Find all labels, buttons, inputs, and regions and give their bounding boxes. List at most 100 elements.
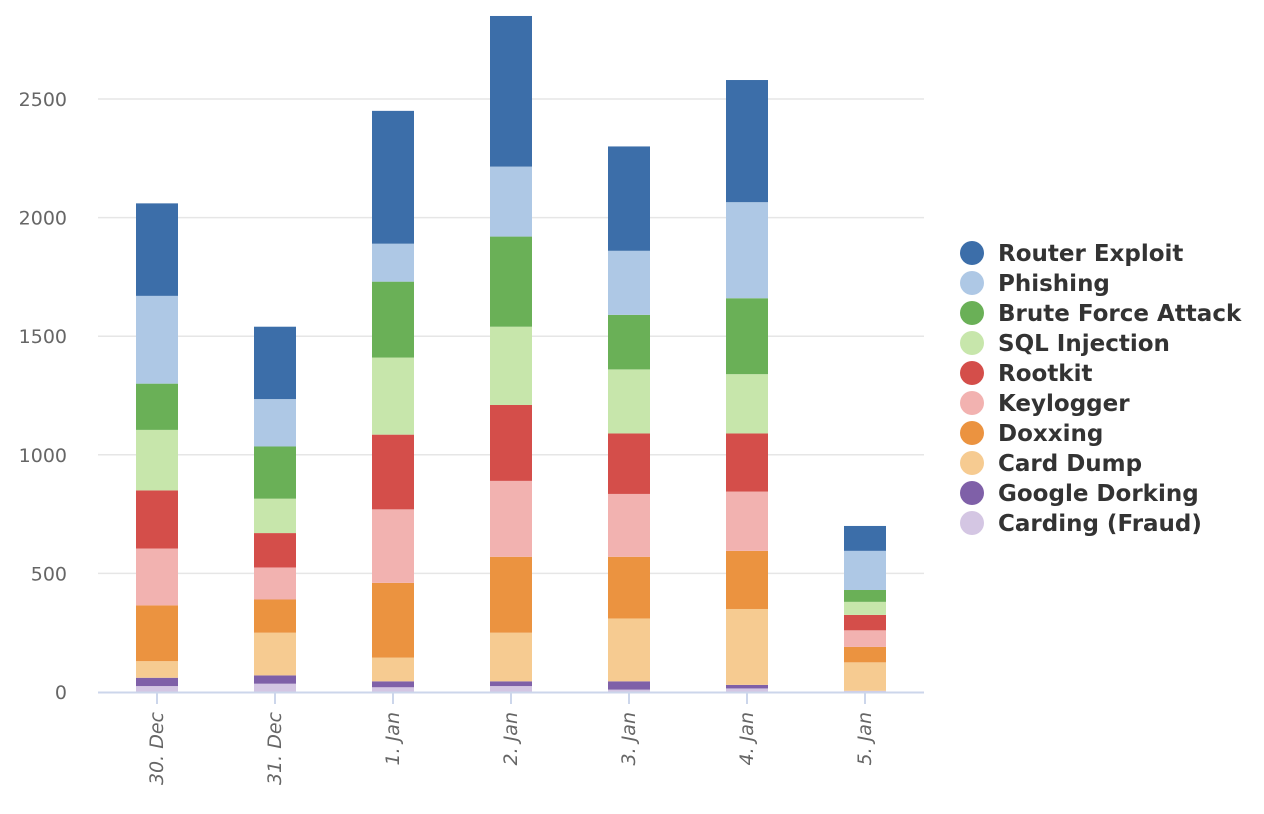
bar-segment[interactable] xyxy=(490,15,532,167)
legend-swatch xyxy=(960,301,984,325)
bar-segment[interactable] xyxy=(608,369,650,434)
bar-segment[interactable] xyxy=(372,657,414,682)
bar-segment[interactable] xyxy=(490,326,532,405)
bar-segment[interactable] xyxy=(372,687,414,692)
bar-segment[interactable] xyxy=(726,550,768,609)
bar-segment[interactable] xyxy=(490,681,532,687)
bar-segment[interactable] xyxy=(608,681,650,690)
bar-segment[interactable] xyxy=(726,374,768,434)
bar-segment[interactable] xyxy=(136,295,178,384)
bar-segment[interactable] xyxy=(372,110,414,244)
bar-segment[interactable] xyxy=(372,509,414,583)
bar-segment[interactable] xyxy=(136,203,178,296)
bar-segment[interactable] xyxy=(490,632,532,682)
bar-segment[interactable] xyxy=(608,314,650,370)
y-tick-label: 2500 xyxy=(19,89,67,111)
legend-label: Doxxing xyxy=(998,421,1103,447)
bar-segment[interactable] xyxy=(490,166,532,237)
bar-segment[interactable] xyxy=(136,429,178,491)
legend-item[interactable]: Rootkit xyxy=(960,361,1092,387)
legend-item[interactable]: Google Dorking xyxy=(960,481,1199,507)
bar-segment[interactable] xyxy=(608,556,650,619)
legend-swatch xyxy=(960,451,984,475)
legend-swatch xyxy=(960,361,984,385)
bar-segment[interactable] xyxy=(726,202,768,299)
bar-segment[interactable] xyxy=(136,490,178,549)
bar-segment[interactable] xyxy=(490,556,532,633)
bar-segment[interactable] xyxy=(254,446,296,499)
legend-item[interactable]: Brute Force Attack xyxy=(960,301,1242,327)
y-tick-label: 1000 xyxy=(19,445,67,467)
legend-item[interactable]: Router Exploit xyxy=(960,241,1183,267)
y-tick-label: 2000 xyxy=(19,208,67,230)
bar-segment[interactable] xyxy=(490,686,532,692)
bar-segment[interactable] xyxy=(844,590,886,602)
bar-segment[interactable] xyxy=(372,243,414,282)
bar-segment[interactable] xyxy=(372,681,414,688)
bar-segment[interactable] xyxy=(608,250,650,315)
legend-item[interactable]: Phishing xyxy=(960,271,1110,297)
bar-segment[interactable] xyxy=(254,498,296,534)
bar-segment[interactable] xyxy=(136,677,178,687)
x-tick-label: 1. Jan xyxy=(382,712,404,765)
bar-segment[interactable] xyxy=(726,684,768,689)
bar-segment[interactable] xyxy=(254,683,296,692)
bar-segment[interactable] xyxy=(844,630,886,647)
legend-item[interactable]: Card Dump xyxy=(960,451,1142,477)
bar-segment[interactable] xyxy=(726,688,768,692)
bar-segment[interactable] xyxy=(490,480,532,557)
bar-segment[interactable] xyxy=(726,433,768,492)
bar-segment[interactable] xyxy=(726,298,768,375)
legend: Router Exploit Phishing Brute Force Attack… xyxy=(960,241,1242,537)
legend-swatch xyxy=(960,331,984,355)
bar-segment[interactable] xyxy=(608,146,650,251)
legend-item[interactable]: Doxxing xyxy=(960,421,1103,447)
bar-segment[interactable] xyxy=(844,662,886,691)
bar-segment[interactable] xyxy=(844,525,886,551)
bar-segment[interactable] xyxy=(136,605,178,662)
bar-segment[interactable] xyxy=(372,582,414,658)
bar-segment[interactable] xyxy=(254,326,296,400)
bar-segment[interactable] xyxy=(608,618,650,682)
legend-item[interactable]: Carding (Fraud) xyxy=(960,511,1202,537)
bar-segment[interactable] xyxy=(844,690,886,692)
bar-segment[interactable] xyxy=(254,599,296,633)
legend-label: Router Exploit xyxy=(998,241,1183,267)
bar-segment[interactable] xyxy=(372,357,414,435)
legend-label: Brute Force Attack xyxy=(998,301,1242,327)
bar-segment[interactable] xyxy=(608,493,650,557)
legend-swatch xyxy=(960,481,984,505)
bar-segment[interactable] xyxy=(608,689,650,692)
bar-segment[interactable] xyxy=(136,661,178,678)
bar-segment[interactable] xyxy=(136,548,178,606)
bar-segment[interactable] xyxy=(844,550,886,591)
bar-segment[interactable] xyxy=(254,533,296,568)
legend-label: Rootkit xyxy=(998,361,1092,387)
bar-segment[interactable] xyxy=(136,686,178,692)
bar-segment[interactable] xyxy=(726,608,768,685)
legend-label: Google Dorking xyxy=(998,481,1199,507)
bar-segment[interactable] xyxy=(254,632,296,676)
legend-label: Card Dump xyxy=(998,451,1142,477)
bar-segment[interactable] xyxy=(608,433,650,494)
x-tick-label: 2. Jan xyxy=(500,712,522,765)
bar-segment[interactable] xyxy=(254,399,296,447)
bar-segment[interactable] xyxy=(372,281,414,358)
bar-segment[interactable] xyxy=(844,601,886,615)
legend-item[interactable]: SQL Injection xyxy=(960,331,1170,357)
bar-segment[interactable] xyxy=(844,646,886,663)
legend-item[interactable]: Keylogger xyxy=(960,391,1130,417)
bar-segment[interactable] xyxy=(490,236,532,327)
x-tick-label: 5. Jan xyxy=(854,712,876,765)
bar-segment[interactable] xyxy=(372,434,414,510)
bar-segment[interactable] xyxy=(726,80,768,203)
bar-segment[interactable] xyxy=(726,491,768,551)
bar-segment[interactable] xyxy=(490,404,532,481)
bar-segment[interactable] xyxy=(254,567,296,600)
y-tick-label: 500 xyxy=(31,563,67,585)
bar-segment[interactable] xyxy=(136,383,178,430)
bar-segment[interactable] xyxy=(844,614,886,631)
legend-label: Carding (Fraud) xyxy=(998,511,1202,537)
bar-segment[interactable] xyxy=(254,675,296,684)
x-tick-label: 3. Jan xyxy=(618,712,640,765)
